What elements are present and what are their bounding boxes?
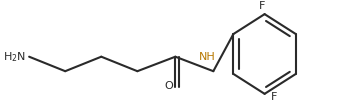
Text: O: O (164, 81, 173, 91)
Text: NH: NH (199, 52, 216, 62)
Text: H$_2$N: H$_2$N (3, 50, 26, 64)
Text: F: F (258, 1, 265, 11)
Text: F: F (271, 92, 277, 103)
